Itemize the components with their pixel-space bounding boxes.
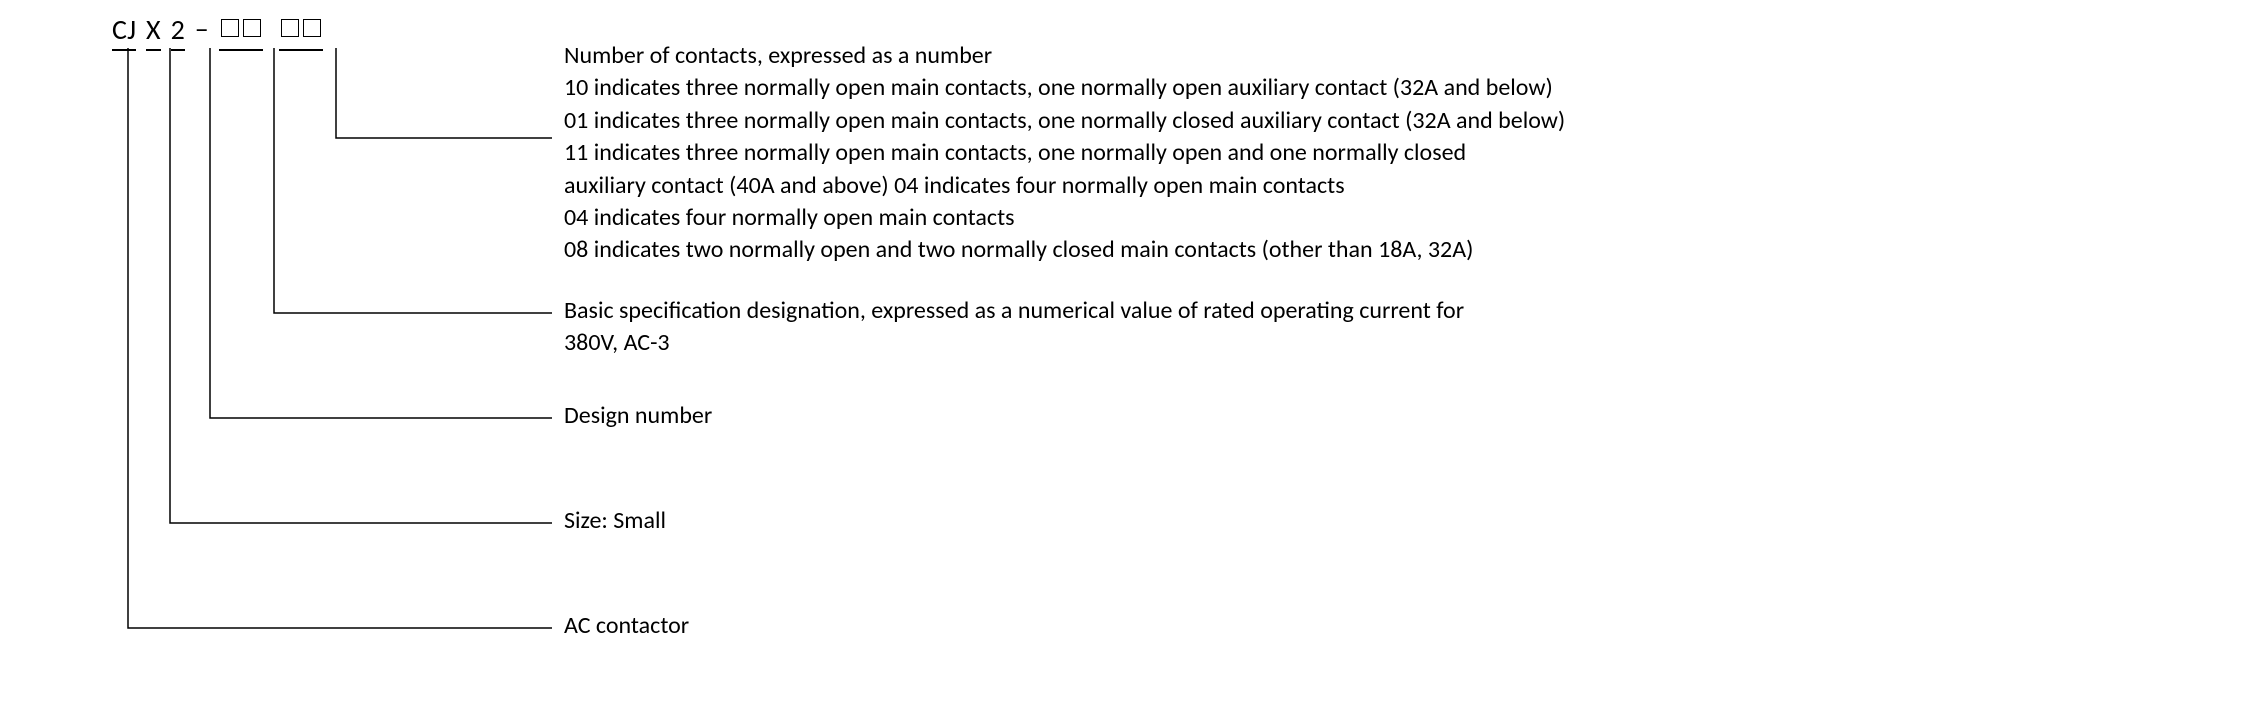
placeholder-box-icon <box>281 19 299 37</box>
placeholder-box-icon <box>243 19 261 37</box>
desc-spec-line: Basic specification designation, express… <box>564 295 2204 327</box>
code-placeholder-group-2 <box>279 12 323 51</box>
desc-design-text: Design number <box>564 401 712 430</box>
desc-spec: Basic specification designation, express… <box>564 295 2204 360</box>
desc-type-text: AC contactor <box>564 611 689 640</box>
model-code-row: CJ X 2 – <box>112 12 327 51</box>
desc-contacts: Number of contacts, expressed as a numbe… <box>564 40 2204 267</box>
desc-contacts-line: 11 indicates three normally open main co… <box>564 137 2204 169</box>
code-placeholder-group-1 <box>219 12 263 51</box>
desc-contacts-line: 08 indicates two normally open and two n… <box>564 234 2204 266</box>
desc-contacts-line: 10 indicates three normally open main co… <box>564 72 2204 104</box>
desc-type: AC contactor <box>564 610 689 642</box>
code-part-2: 2 <box>171 12 185 51</box>
desc-design: Design number <box>564 400 712 432</box>
desc-contacts-line: 04 indicates four normally open main con… <box>564 202 2204 234</box>
desc-contacts-line: auxiliary contact (40A and above) 04 ind… <box>564 170 2204 202</box>
code-dash: – <box>195 11 209 46</box>
desc-size: Size: Small <box>564 505 666 537</box>
placeholder-box-icon <box>221 19 239 37</box>
desc-size-text: Size: Small <box>564 506 666 535</box>
desc-contacts-line: Number of contacts, expressed as a numbe… <box>564 40 2204 72</box>
code-part-cj: CJ <box>112 12 136 51</box>
desc-spec-line: 380V, AC-3 <box>564 327 2204 359</box>
code-part-x: X <box>146 12 161 51</box>
placeholder-box-icon <box>303 19 321 37</box>
desc-contacts-line: 01 indicates three normally open main co… <box>564 105 2204 137</box>
bracket-diagram <box>0 48 560 688</box>
